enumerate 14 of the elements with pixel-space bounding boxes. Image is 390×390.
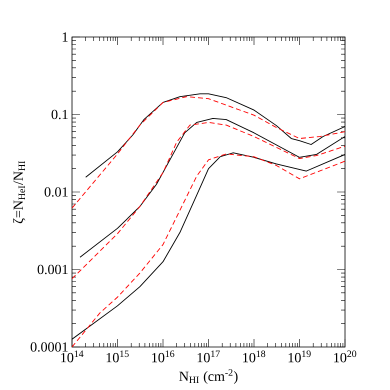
x-tick-label: 10$^{20}$: [334, 350, 356, 362]
x-tick-label: 10$^{19}$: [288, 350, 311, 362]
x-tick-label: 10$^{15}$: [106, 350, 129, 362]
x-tick-label: 10$^{14}$: [61, 350, 84, 362]
y-tick-label: 1: [62, 32, 68, 42]
y-tick-label: 0.001: [38, 264, 68, 274]
y-axis-title: ζ=N$_{HeI}$/N$_{HI}$: [13, 161, 26, 224]
x-tick-label: 10$^{17}$: [198, 350, 220, 362]
x-axis-title: N$_{HI}$ (cm$^{-2}$): [179, 369, 238, 384]
y-tick-label: 0.1: [52, 110, 68, 120]
y-tick-label: 0.01: [44, 187, 68, 197]
y-tick-label: 0.0001: [30, 342, 68, 352]
x-tick-label: 10$^{18}$: [243, 350, 266, 362]
x-tick-label: 10$^{16}$: [152, 350, 174, 362]
